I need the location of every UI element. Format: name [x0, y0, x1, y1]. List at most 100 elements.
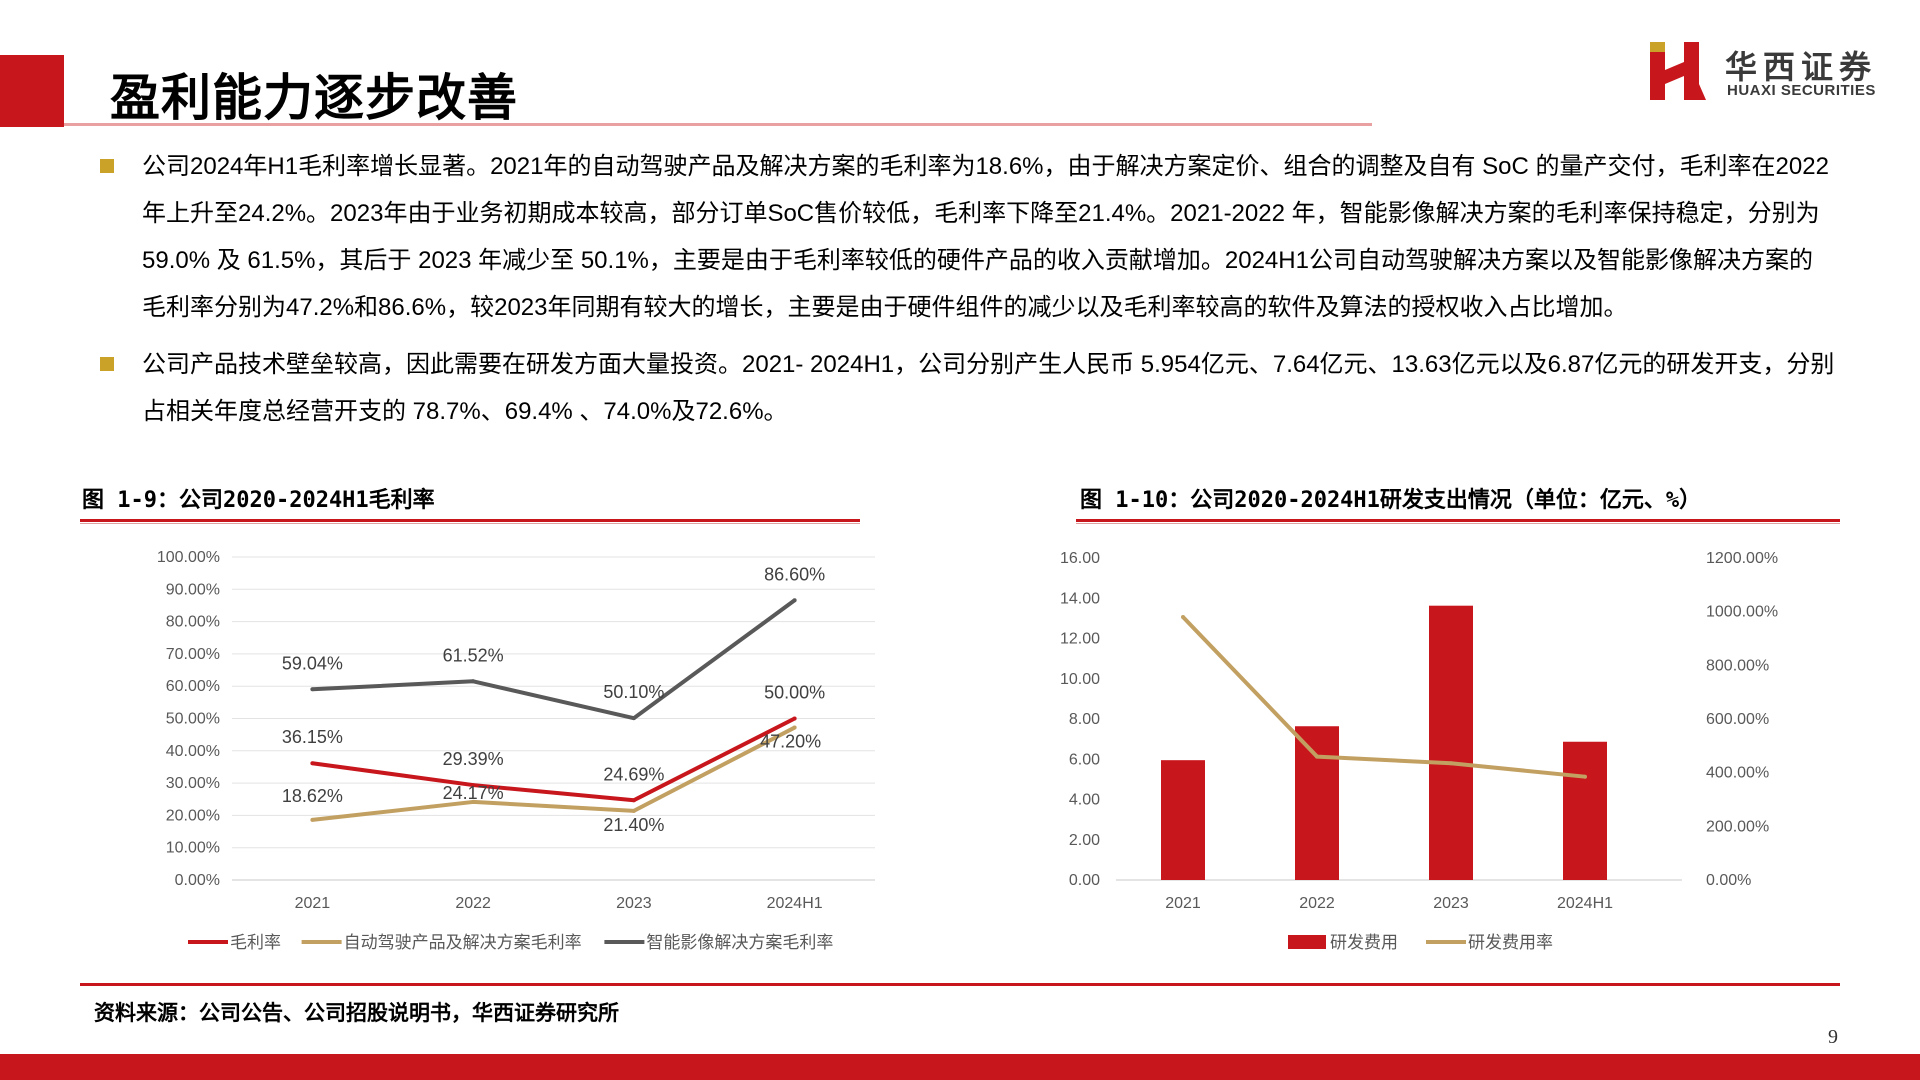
bar [1295, 726, 1339, 880]
x-tick-label: 2022 [1299, 895, 1335, 912]
y-tick-label: 4.00 [1069, 792, 1100, 809]
y-tick-label: 16.00 [1060, 550, 1100, 567]
y-tick-label: 0.00% [175, 872, 220, 889]
data-label: 36.15% [282, 727, 343, 747]
data-point [471, 783, 476, 788]
logo-chinese-text: 华西证券 [1725, 48, 1878, 86]
data-label: 50.10% [603, 682, 664, 702]
y2-tick-label: 1000.00% [1706, 604, 1778, 621]
data-point [631, 716, 636, 721]
logo-english-text: HUAXI SECURITIES [1727, 82, 1876, 99]
x-tick-label: 2023 [616, 895, 652, 912]
x-tick-label: 2024H1 [767, 895, 823, 912]
y-tick-label: 90.00% [166, 581, 220, 598]
series-line-3 [312, 598, 796, 721]
bullet-item: 公司2024年H1毛利率增长显著。2021年的自动驾驶产品及解决方案的毛利率为1… [96, 143, 1836, 331]
x-tick-label: 2021 [295, 895, 331, 912]
legend-label: 自动驾驶产品及解决方案毛利率 [344, 933, 582, 952]
bullet-text: 公司产品技术壁垒较高，因此需要在研发方面大量投资。2021- 2024H1，公司… [142, 351, 1835, 425]
legend-label: 智能影像解决方案毛利率 [646, 933, 833, 952]
legend-swatch [1288, 935, 1326, 949]
figure-left-rule-thin [80, 523, 860, 524]
y2-tick-label: 400.00% [1706, 765, 1769, 782]
bar [1563, 741, 1607, 880]
data-point [1449, 761, 1453, 766]
data-point [631, 808, 636, 813]
x-tick-label: 2023 [1433, 895, 1469, 912]
bullet-text: 公司2024年H1毛利率增长显著。2021年的自动驾驶产品及解决方案的毛利率为1… [142, 153, 1829, 321]
rd-ratio-line [1181, 615, 1586, 779]
y-tick-label: 30.00% [166, 775, 220, 792]
legend-label: 研发费用 [1330, 933, 1398, 952]
data-label: 29.39% [443, 749, 504, 769]
data-point [631, 798, 636, 803]
bullet-marker [100, 159, 114, 173]
legend-label: 毛利率 [230, 933, 281, 952]
figure-right-rule-thin [1076, 523, 1840, 524]
data-label: 18.62% [282, 786, 343, 806]
source-rule [80, 983, 1840, 986]
data-point [1315, 754, 1319, 759]
y-tick-label: 60.00% [166, 678, 220, 695]
figure-left-title: 图 1-9：公司2020-2024H1毛利率 [82, 488, 435, 513]
data-point [1583, 774, 1587, 779]
bullet-marker [100, 357, 114, 371]
data-point [1181, 615, 1185, 620]
y-tick-label: 14.00 [1060, 590, 1100, 607]
data-point [310, 761, 315, 766]
data-label: 21.40% [603, 815, 664, 835]
y-tick-label: 80.00% [166, 614, 220, 631]
data-label: 86.60% [764, 564, 825, 584]
y-tick-label: 10.00 [1060, 671, 1100, 688]
y-tick-label: 50.00% [166, 711, 220, 728]
data-point [310, 687, 315, 692]
y-tick-label: 20.00% [166, 807, 220, 824]
huaxi-logo-icon [1650, 42, 1706, 100]
data-point [792, 598, 797, 603]
y2-tick-label: 600.00% [1706, 711, 1769, 728]
title-underline [64, 123, 1372, 126]
y-tick-label: 12.00 [1060, 631, 1100, 648]
page-number: 9 [1828, 1026, 1838, 1048]
y-tick-label: 6.00 [1069, 751, 1100, 768]
data-label: 24.69% [603, 764, 664, 784]
data-label: 61.52% [443, 645, 504, 665]
company-logo: 华西证券 HUAXI SECURITIES [1650, 40, 1890, 104]
source-note: 资料来源：公司公告、公司招股说明书，华西证券研究所 [94, 1001, 619, 1025]
figure-right-title: 图 1-10：公司2020-2024H1研发支出情况（单位：亿元、%） [1080, 488, 1702, 513]
y-tick-label: 10.00% [166, 840, 220, 857]
y2-tick-label: 200.00% [1706, 818, 1769, 835]
bullet-list: 公司2024年H1毛利率增长显著。2021年的自动驾驶产品及解决方案的毛利率为1… [96, 143, 1836, 445]
figure-left-rule [80, 519, 860, 522]
y-tick-label: 70.00% [166, 646, 220, 663]
x-tick-label: 2024H1 [1557, 895, 1613, 912]
data-label: 24.17% [443, 783, 504, 803]
legend-label: 研发费用率 [1468, 933, 1553, 952]
page-title: 盈利能力逐步改善 [110, 70, 518, 126]
data-label: 47.20% [760, 732, 821, 752]
data-label: 59.04% [282, 653, 343, 673]
rd-expense-bar-chart: 0.00 2.00 4.00 6.00 8.00 10.00 12.00 14.00 16.00… [1060, 550, 1778, 952]
series-line-2 [312, 725, 796, 822]
bullet-item: 公司产品技术壁垒较高，因此需要在研发方面大量投资。2021- 2024H1，公司… [96, 341, 1836, 435]
gross-margin-line-chart: 0.00% 10.00% 20.00% 30.00% 40.00% 50.00% 60.00… [157, 549, 875, 952]
y-tick-label: 8.00 [1069, 711, 1100, 728]
y-tick-label: 100.00% [157, 549, 220, 566]
series-line-1 [312, 716, 796, 803]
y-tick-label: 40.00% [166, 743, 220, 760]
data-point [471, 799, 476, 804]
title-accent-block [0, 55, 64, 127]
data-point [792, 725, 797, 730]
bar [1161, 760, 1205, 880]
x-tick-label: 2022 [455, 895, 491, 912]
bar [1429, 605, 1473, 880]
y2-tick-label: 1200.00% [1706, 550, 1778, 567]
y2-tick-label: 800.00% [1706, 657, 1769, 674]
y-tick-label: 0.00 [1069, 872, 1100, 889]
y-tick-label: 2.00 [1069, 832, 1100, 849]
x-tick-label: 2021 [1165, 895, 1201, 912]
footer-bar [0, 1054, 1920, 1080]
data-point [471, 679, 476, 684]
data-point [792, 716, 797, 721]
figure-right-rule [1076, 519, 1840, 522]
